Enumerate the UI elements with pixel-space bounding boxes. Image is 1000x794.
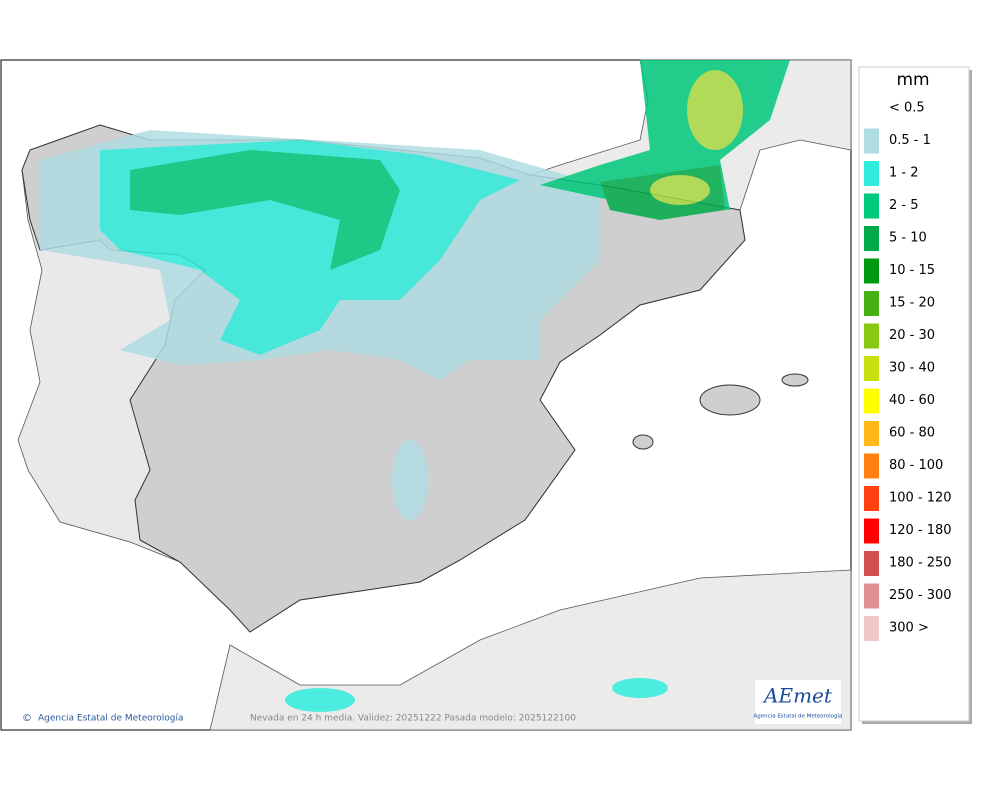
legend-swatch (864, 551, 879, 576)
mallorca (699, 384, 761, 416)
legend-label: 2 - 5 (889, 198, 919, 213)
legend-swatch (864, 486, 879, 511)
precip-south (392, 440, 428, 520)
map: © Agencia Estatal de Meteorología Nevada… (0, 59, 852, 731)
precip-africa (285, 688, 355, 712)
legend-label: 80 - 100 (889, 458, 943, 473)
legend-swatch (864, 453, 879, 479)
precip-africa-2 (612, 678, 668, 698)
legend-label: 30 - 40 (889, 361, 935, 376)
legend-label: 10 - 15 (889, 263, 935, 278)
menorca (781, 373, 809, 387)
precip-france-peak (687, 70, 743, 150)
copyright-symbol: © (22, 713, 32, 724)
legend-swatch (864, 323, 879, 349)
legend-label: 15 - 20 (889, 296, 935, 311)
legend-swatch (864, 128, 879, 154)
map-caption: Nevada en 24 h media. Validez: 20251222 … (250, 714, 576, 724)
africa (209, 569, 852, 731)
legend: mm < 0.5 0.5 - 1 1 - 2 2 - 5 5 - 10 10 - 15 15… (858, 66, 972, 724)
legend-swatch (864, 616, 879, 641)
precip-heavy (130, 150, 400, 270)
precip-pyrenees-peak (650, 175, 710, 205)
legend-swatch (864, 291, 879, 316)
legend-unit: mm (896, 70, 929, 90)
legend-label: 20 - 30 (889, 328, 935, 343)
legend-label: 1 - 2 (889, 166, 919, 181)
legend-label: 250 - 300 (889, 588, 952, 603)
legend-swatch (864, 518, 879, 544)
legend-swatch (864, 193, 879, 219)
legend-swatch (864, 258, 879, 284)
legend-swatch (864, 226, 879, 251)
legend-label: 100 - 120 (889, 491, 952, 506)
legend-swatch (864, 421, 879, 446)
legend-swatch (864, 356, 879, 381)
legend-label: 60 - 80 (889, 426, 935, 441)
legend-label: 40 - 60 (889, 393, 935, 408)
legend-label: 300 > (889, 621, 929, 636)
legend-label: 0.5 - 1 (889, 133, 931, 148)
logo-name: AEmet (762, 684, 833, 708)
legend-swatch (864, 583, 879, 609)
legend-label: < 0.5 (889, 101, 925, 116)
precipitation (40, 60, 790, 712)
legend-swatch (864, 161, 879, 186)
legend-label: 5 - 10 (889, 231, 927, 246)
legend-label: 180 - 250 (889, 556, 952, 571)
legend-label: 120 - 180 (889, 523, 952, 538)
logo-subtitle: Agencia Estatal de Meteorología (754, 713, 843, 720)
logo-box (755, 680, 841, 724)
ibiza (632, 434, 654, 450)
agency-credit: Agencia Estatal de Meteorología (38, 714, 184, 724)
legend-swatch (864, 388, 879, 414)
